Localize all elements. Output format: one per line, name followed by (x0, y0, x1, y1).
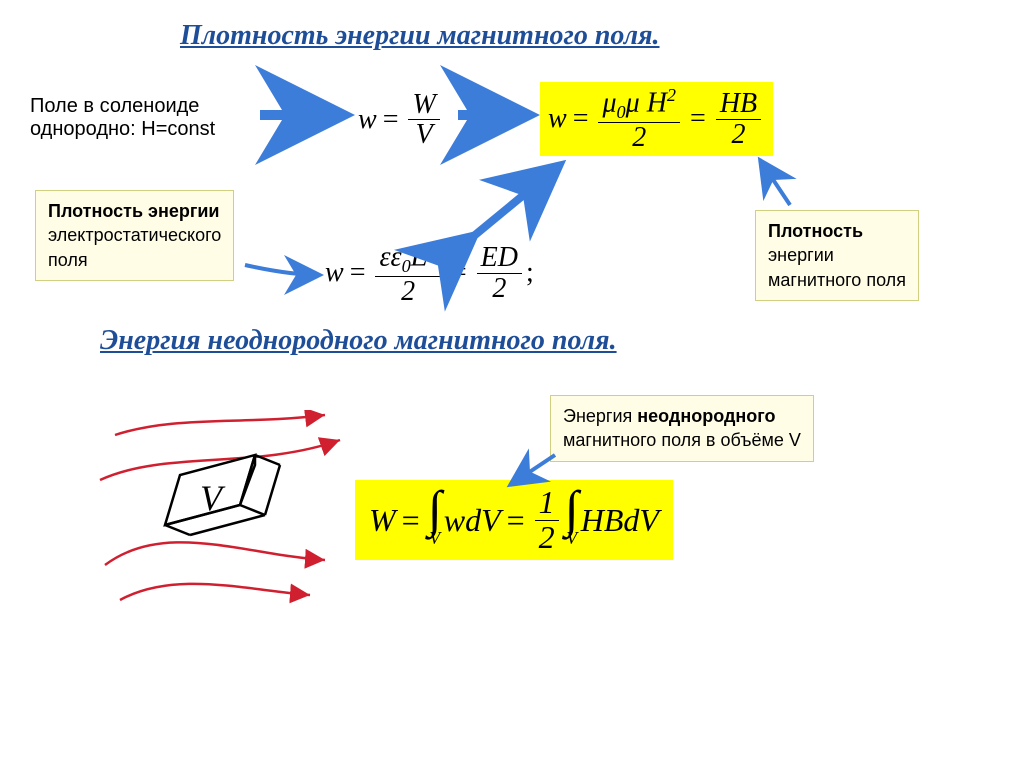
arrows-layer (0, 0, 1024, 767)
arrow-magnetic-to-f2 (760, 160, 790, 205)
field-line-3 (105, 542, 325, 565)
field-line-4 (120, 584, 310, 600)
arrow-nonuniform-to-f4 (510, 455, 555, 485)
volume-cuboid (165, 455, 280, 535)
arrow-electrostatic-to-f3 (245, 265, 320, 275)
arrow-double-f2-f3 (475, 165, 560, 235)
volume-diagram: V (95, 410, 355, 610)
field-line-1 (115, 415, 325, 435)
volume-svg: V (95, 410, 355, 610)
